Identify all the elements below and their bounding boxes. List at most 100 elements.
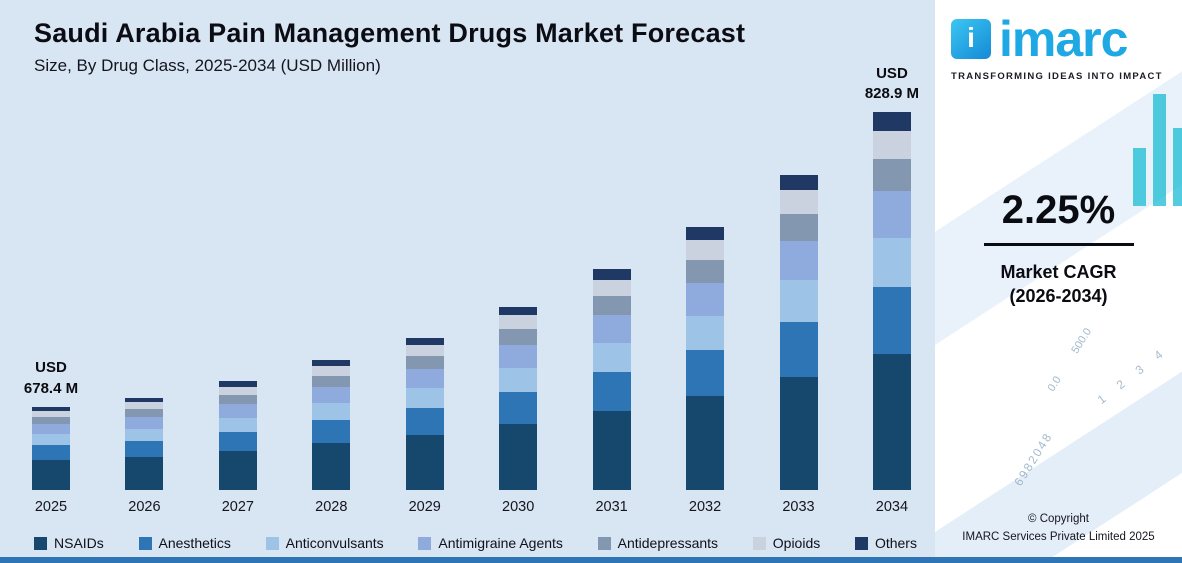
bar-column-2027: 2027 <box>215 380 261 515</box>
bar-column-2031: 2031 <box>589 269 635 515</box>
bar-column-2029: 2029 <box>402 337 448 515</box>
x-axis-label-2025: 2025 <box>34 499 68 515</box>
segment-others-2031 <box>592 269 631 280</box>
copyright: © Copyright IMARC Services Private Limit… <box>935 511 1182 547</box>
imarc-logo-icon: i <box>951 19 991 59</box>
legend-item-anesthetics: Anesthetics <box>138 535 231 551</box>
segment-antimigraine-agents-2033 <box>779 241 818 281</box>
watermark-text: 500.0 <box>1069 326 1095 356</box>
decor-mini-bar <box>1133 148 1146 206</box>
segment-nsaids-2027 <box>218 450 257 490</box>
cagr-label-line2: (2026-2034) <box>1009 286 1108 307</box>
x-axis-label-2033: 2033 <box>782 499 815 515</box>
cagr-underline <box>983 243 1134 246</box>
x-axis-label-2027: 2027 <box>221 499 255 515</box>
segment-opioids-2027 <box>218 386 257 395</box>
segment-opioids-2032 <box>686 240 725 261</box>
segment-antimigraine-agents-2029 <box>405 368 444 388</box>
legend-swatch-anesthetics <box>138 536 152 550</box>
segment-opioids-2033 <box>779 190 818 215</box>
logo-row: i imarc <box>951 14 1170 64</box>
segment-anesthetics-2030 <box>499 391 538 424</box>
decor-mini-bar <box>1153 94 1166 206</box>
legend-item-nsaids: NSAIDs <box>34 535 104 551</box>
segment-others-2033 <box>779 175 818 191</box>
segment-antimigraine-agents-2034 <box>872 191 911 239</box>
segment-nsaids-2034 <box>872 353 911 490</box>
bar-value-label-line: 678.4 M <box>23 379 79 397</box>
watermark-text: 0.0 <box>1045 374 1064 394</box>
segment-antidepressants-2032 <box>686 260 725 283</box>
stacked-bar-2029 <box>405 337 444 490</box>
stacked-bar-2027 <box>218 380 257 490</box>
legend-swatch-nsaids <box>34 536 47 550</box>
segment-anticonvulsants-2034 <box>872 238 911 288</box>
x-axis-label-2030: 2030 <box>502 499 535 515</box>
segment-antimigraine-agents-2028 <box>312 386 351 403</box>
segment-anesthetics-2025 <box>32 444 70 460</box>
segment-nsaids-2028 <box>312 442 351 490</box>
segment-antidepressants-2026 <box>125 408 164 417</box>
segment-antimigraine-agents-2030 <box>499 344 538 368</box>
segment-others-2029 <box>405 337 444 345</box>
segment-anesthetics-2026 <box>125 440 164 457</box>
segment-opioids-2030 <box>499 314 538 329</box>
segment-antimigraine-agents-2027 <box>218 403 257 418</box>
segment-anticonvulsants-2027 <box>218 417 257 432</box>
cagr-label-line1: Market CAGR <box>1000 262 1117 282</box>
segment-opioids-2034 <box>872 131 911 160</box>
segment-antimigraine-agents-2026 <box>125 416 164 429</box>
segment-antidepressants-2025 <box>32 416 70 424</box>
cagr-block: 2.25% Market CAGR (2026-2034) <box>935 188 1182 309</box>
stacked-bar-2030 <box>499 306 538 490</box>
segment-nsaids-2025 <box>32 459 70 490</box>
segment-opioids-2031 <box>592 279 631 296</box>
legend-label-opioids: Opioids <box>772 535 821 551</box>
segment-nsaids-2029 <box>405 434 444 490</box>
segment-opioids-2026 <box>125 401 164 409</box>
segment-antidepressants-2031 <box>592 295 631 315</box>
bar-column-2032: 2032 <box>682 227 728 515</box>
legend-swatch-opioids <box>752 536 766 550</box>
x-axis-label-2026: 2026 <box>128 499 161 515</box>
segment-opioids-2025 <box>32 410 70 417</box>
brand-panel: 500.0 0.0 1 2 3 4 6982048 i imarc TRANSF… <box>935 0 1182 563</box>
segment-anesthetics-2027 <box>218 431 257 451</box>
segment-anesthetics-2034 <box>872 287 911 354</box>
bar-value-label-line: USD <box>876 64 908 82</box>
stacked-bar-2033 <box>779 175 818 490</box>
segment-anticonvulsants-2029 <box>405 387 444 408</box>
bar-column-2028: 2028 <box>308 359 354 515</box>
plot-area: USD 678.4 M 2025 2026 2027 2028 2029 2030 2031 20… <box>24 65 919 516</box>
segment-antimigraine-agents-2031 <box>592 314 631 343</box>
bar-value-label-line: USD <box>35 359 67 377</box>
segment-others-2028 <box>312 359 351 366</box>
bottom-accent-bar <box>0 557 1182 563</box>
segment-anesthetics-2029 <box>405 407 444 435</box>
legend-swatch-anticonvulsants <box>265 536 279 550</box>
bar-column-2030: 2030 <box>495 306 541 515</box>
imarc-logo: i imarc TRANSFORMING IDEAS INTO IMPACT <box>935 0 1182 82</box>
legend-item-antimigraine-agents: Antimigraine Agents <box>418 535 563 551</box>
segment-nsaids-2032 <box>686 395 725 490</box>
bar-value-label-line: 828.9 M <box>864 84 920 102</box>
legend-label-nsaids: NSAIDs <box>54 535 104 551</box>
segment-anticonvulsants-2025 <box>32 433 70 445</box>
segment-others-2026 <box>125 397 164 402</box>
segment-anticonvulsants-2033 <box>779 280 818 322</box>
segment-antimigraine-agents-2025 <box>32 423 70 434</box>
segment-antidepressants-2030 <box>499 328 538 345</box>
stacked-bar-2031 <box>592 269 631 490</box>
stacked-bar-2034 <box>872 112 911 490</box>
bar-column-2033: 2033 <box>776 175 822 515</box>
segment-nsaids-2031 <box>592 410 631 490</box>
legend-label-others: Others <box>874 535 917 551</box>
segment-opioids-2028 <box>312 365 351 376</box>
segment-anesthetics-2033 <box>779 321 818 377</box>
segment-nsaids-2026 <box>125 456 164 490</box>
legend-item-antidepressants: Antidepressants <box>597 535 718 551</box>
copyright-line2: IMARC Services Private Limited 2025 <box>962 531 1155 544</box>
cagr-value: 2.25% <box>1001 188 1116 232</box>
x-axis-label-2028: 2028 <box>315 499 348 515</box>
chart-panel: Saudi Arabia Pain Management Drugs Marke… <box>0 0 935 563</box>
